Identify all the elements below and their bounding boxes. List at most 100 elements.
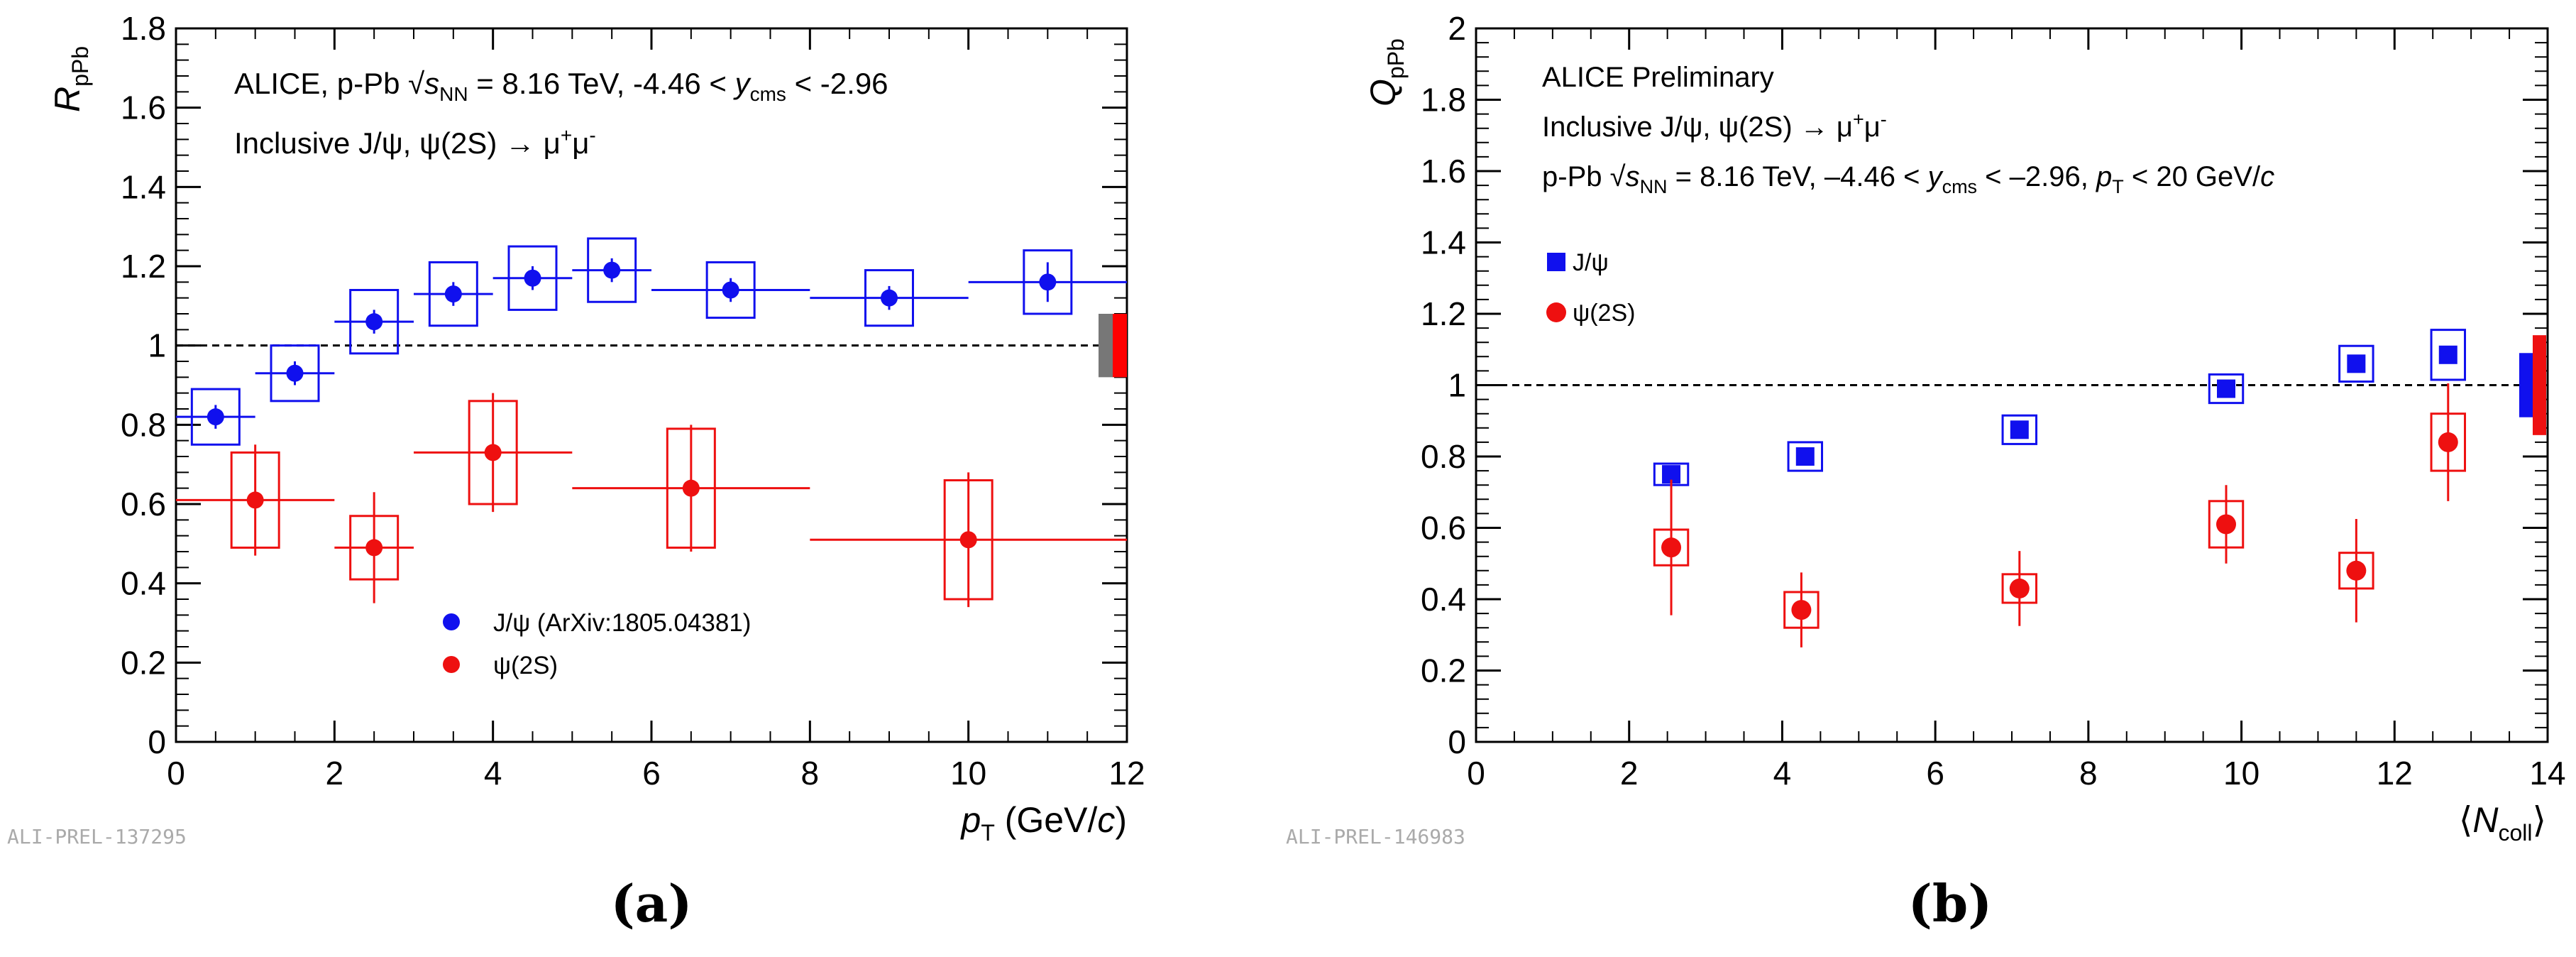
- panel-a-psi2s-point: [959, 531, 977, 549]
- panel-a-watermark: ALI-PREL-137295: [7, 825, 187, 848]
- panel-a-jpsi-point: [286, 364, 304, 382]
- panel-a-psi2s-point: [484, 444, 502, 461]
- panel-b-global-uncertainty: [2519, 335, 2546, 435]
- panel-a-x-tick-label: 8: [801, 755, 820, 792]
- panel-b-jpsi-sys-box: [2338, 344, 2374, 383]
- panel-a-legend-jpsi-marker: [443, 613, 460, 630]
- panel-a-y-tick-label: 0.4: [121, 565, 166, 602]
- panel-a-legend-psi2s-label: ψ(2S): [493, 652, 558, 679]
- panel-a-jpsi-point: [524, 269, 541, 287]
- panel-a-legend-jpsi-label: J/ψ (ArXiv:1805.04381): [493, 609, 751, 637]
- panel-b-x-tick-label: 0: [1467, 755, 1485, 792]
- panel-b-x-tick-label: 12: [2377, 755, 2413, 792]
- panel-b-y-tick-label: 0.6: [1421, 510, 1466, 547]
- panel-b-psi2s-point: [2346, 560, 2367, 581]
- panel-b-global-uncertainty-jpsi: [2519, 353, 2533, 417]
- panel-a-y-tick-label: 1: [148, 327, 166, 364]
- panel-b-x-tick-label: 6: [1926, 755, 1944, 792]
- panel-b-data: [1653, 329, 2467, 647]
- panel-b-title-line3: p-Pb √sNN = 8.16 TeV, –4.46 < ycms < –2.…: [1542, 161, 2274, 197]
- panel-b-jpsi-point: [2010, 420, 2029, 439]
- panel-b-y-tick-label: 1.4: [1421, 224, 1466, 261]
- panel-a-y-tick-label: 0.2: [121, 644, 166, 681]
- panel-b-psi2s-point: [2009, 578, 2030, 598]
- panel-b-y-tick-label: 2: [1448, 10, 1466, 47]
- panel-a-jpsi-point: [207, 408, 224, 426]
- panel-b-y-tick-label: 1.2: [1421, 295, 1466, 332]
- panel-a-caption: (a): [610, 873, 693, 934]
- panel-a-chart: 0 2 4 6 8 10 12 0 0.2 0.4 0.6 0.8 1 1.2 1.4 1.6 1.8 ALIC…: [7, 10, 1145, 848]
- panel-b-jpsi-point: [2438, 345, 2457, 364]
- panel-a-jpsi-point: [881, 289, 898, 307]
- panel-b-y-tick-label: 0.2: [1421, 652, 1466, 689]
- panel-a-y-tick-label: 1.4: [121, 168, 166, 205]
- panel-b-jpsi-point: [2347, 354, 2366, 373]
- panel-b-x-tick-label: 8: [2079, 755, 2098, 792]
- panel-a-y-tick-label: 0: [148, 723, 166, 760]
- panel-b-jpsi-sys-box: [2208, 373, 2245, 405]
- panel-a-y-tick-label: 1.6: [121, 89, 166, 126]
- panel-a-x-axis-label: pT (GeV/c): [960, 800, 1128, 846]
- panel-b-jpsi-sys-box: [1787, 441, 1824, 472]
- panel-a-jpsi-point: [722, 281, 739, 299]
- panel-b-y-axis-label: QpPb: [1363, 38, 1409, 106]
- panel-b-jpsi-sys-box: [2430, 329, 2467, 381]
- panel-b-jpsi-sys-box: [2001, 414, 2038, 445]
- panel-b-x-tick-label: 10: [2223, 755, 2259, 792]
- panel-a-x-tick-label: 2: [326, 755, 344, 792]
- panel-b-psi2s-point: [1791, 600, 1812, 620]
- panel-a-x-tick-label: 4: [484, 755, 502, 792]
- panel-a-x-tick-label: 12: [1108, 755, 1145, 792]
- panel-b-x-axis-label: ⟨Ncoll⟩: [2459, 800, 2546, 846]
- panel-a-y-tick-label: 0.6: [121, 486, 166, 523]
- panel-a-jpsi-point: [1039, 273, 1057, 291]
- panel-b-x-tick-label: 4: [1773, 755, 1792, 792]
- panel-a-title-line1: ALICE, p-Pb √sNN = 8.16 TeV, -4.46 < ycm…: [234, 67, 888, 105]
- panel-b-y-tick-label: 1: [1448, 367, 1466, 404]
- panel-b-legend-psi2s-label: ψ(2S): [1573, 300, 1635, 327]
- panel-b-y-tick-label: 1.6: [1421, 153, 1466, 190]
- panel-b-legend-jpsi-marker: [1547, 253, 1565, 271]
- panel-b-y-tick-label: 0.4: [1421, 581, 1466, 618]
- panel-a-jpsi-point: [444, 285, 462, 303]
- panel-a-y-axis-label: RpPb: [48, 46, 93, 112]
- panel-a-x-tick-label: 6: [642, 755, 661, 792]
- panel-a-psi2s-point: [365, 539, 383, 557]
- panel-b-caption: (b): [1908, 873, 1993, 934]
- panel-b-title-line1: ALICE Preliminary: [1542, 62, 1774, 93]
- panel-b-watermark: ALI-PREL-146983: [1286, 825, 1465, 848]
- panel-b-jpsi-point: [2217, 379, 2235, 398]
- panel-a-y-tick-label: 1.2: [121, 248, 166, 285]
- panel-b-x-tick-label: 2: [1620, 755, 1639, 792]
- panel-a-jpsi-point: [365, 313, 383, 331]
- panel-b-legend-jpsi-label: J/ψ: [1573, 249, 1609, 276]
- panel-a-global-uncertainty-jpsi: [1099, 314, 1113, 378]
- panel-a-axes: 0 2 4 6 8 10 12 0 0.2 0.4 0.6 0.8 1 1.2 1.4 1.6 1.8: [121, 10, 1145, 792]
- panel-a-global-uncertainty: [1099, 314, 1127, 378]
- panel-b-chart: 0 2 4 6 8 10 12 14 0 0.2 0.4 0.6 0.8 1 1.2 1.4 1.6 1.8 2 A…: [1286, 10, 2566, 848]
- panel-b-psi2s-point: [2216, 514, 2236, 535]
- panel-b-global-uncertainty-psi2s: [2533, 335, 2546, 435]
- panel-b-jpsi-point: [1795, 447, 1815, 466]
- panel-b-y-tick-label: 1.8: [1421, 82, 1466, 119]
- panel-a-psi2s-point: [246, 491, 264, 509]
- panel-a-x-tick-label: 10: [950, 755, 986, 792]
- panel-a-x-tick-label: 0: [167, 755, 185, 792]
- panel-b-y-tick-label: 0: [1448, 723, 1466, 760]
- panel-b-legend-psi2s-marker: [1546, 302, 1566, 322]
- panel-a-y-tick-label: 1.8: [121, 10, 166, 47]
- panel-a-title-line2: Inclusive J/ψ, ψ(2S) → μ+μ-: [234, 124, 596, 160]
- panel-a-y-tick-label: 0.8: [121, 406, 166, 443]
- panel-b-x-tick-label: 14: [2529, 755, 2565, 792]
- panel-a-psi2s-point: [682, 479, 700, 497]
- panel-b-title-line2: Inclusive J/ψ, ψ(2S) → μ+μ-: [1542, 109, 1887, 143]
- panel-b-psi2s-point: [2438, 432, 2458, 452]
- panel-b-y-tick-label: 0.8: [1421, 438, 1466, 475]
- panel-b-axes: 0 2 4 6 8 10 12 14 0 0.2 0.4 0.6 0.8 1 1.2 1.4 1.6 1.8 2: [1421, 10, 2566, 792]
- panel-a-data: [176, 237, 1127, 608]
- panel-a-global-uncertainty-psi2s: [1113, 314, 1127, 378]
- panel-a-legend-psi2s-marker: [443, 656, 460, 673]
- panel-b-psi2s-point: [1661, 537, 1682, 558]
- panel-a-jpsi-point: [603, 261, 621, 279]
